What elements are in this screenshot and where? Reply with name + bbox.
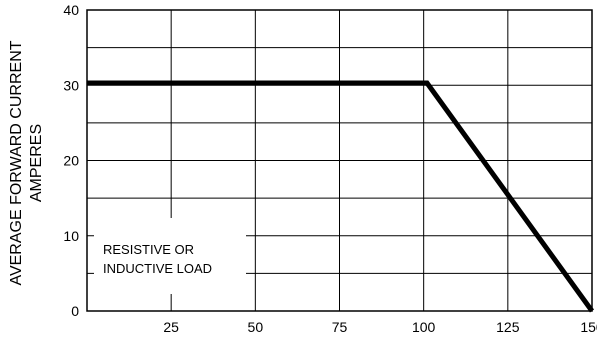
x-tick-label: 125 [496,319,520,335]
y-tick-label: 0 [71,303,79,319]
annotation-box [94,218,246,294]
x-tick-label: 50 [248,319,264,335]
x-tick-label: 150 [580,319,597,335]
y-tick-label: 20 [63,153,79,169]
x-tick-label: 25 [163,319,179,335]
series-layer [87,80,595,313]
x-tick-label: 75 [332,319,348,335]
annotation-line2: INDUCTIVE LOAD [103,261,212,276]
annotation-line1: RESISTIVE OR [103,242,194,257]
y-tick-label: 40 [63,2,79,18]
y-axis-ticks: 0 10 20 30 40 [63,2,79,319]
y-tick-label: 10 [63,228,79,244]
x-tick-label: 100 [412,319,436,335]
y-axis-label-line1: AVERAGE FORWARD CURRENT [8,40,25,285]
y-tick-label: 30 [63,77,79,93]
x-axis-ticks: 25 50 75 100 125 150 [163,319,597,335]
plot-frame [86,9,593,312]
y-axis-label-line2: AMPERES [28,124,45,202]
series-line [87,80,595,313]
